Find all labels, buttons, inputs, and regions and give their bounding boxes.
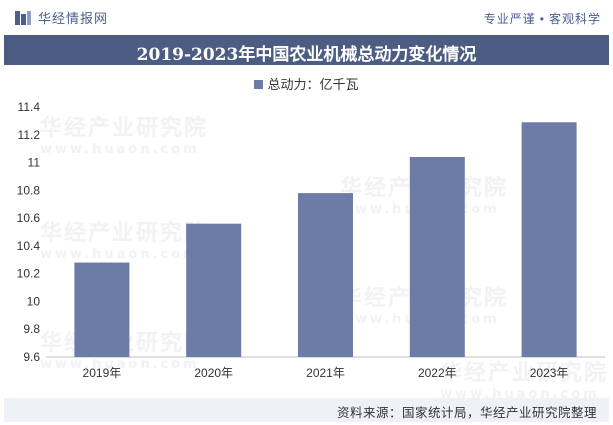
y-tick-label: 9.8 bbox=[23, 322, 40, 336]
y-tick-label: 10.4 bbox=[17, 239, 41, 253]
legend-swatch bbox=[254, 80, 264, 90]
y-tick-label: 11.4 bbox=[18, 100, 41, 114]
y-tick-label: 10.2 bbox=[17, 267, 41, 281]
x-tick-label: 2021年 bbox=[306, 366, 345, 380]
x-tick-label: 2020年 bbox=[194, 366, 233, 380]
y-tick-label: 11 bbox=[28, 156, 41, 170]
source-note: 资料来源：国家统计局，华经产业研究院整理 bbox=[336, 406, 597, 420]
bar-2022年 bbox=[409, 157, 465, 357]
slogan: 专业严谨 • 客观科学 bbox=[484, 10, 601, 27]
y-tick-label: 11.2 bbox=[18, 128, 41, 142]
bar-2020年 bbox=[186, 223, 242, 357]
y-tick-label: 10.8 bbox=[17, 183, 41, 197]
bar-2019年 bbox=[74, 262, 130, 357]
brand-name: 华经情报网 bbox=[38, 11, 109, 26]
footer: 资料来源：国家统计局，华经产业研究院整理 bbox=[4, 398, 609, 422]
x-tick-label: 2022年 bbox=[418, 366, 457, 380]
bar-2023年 bbox=[521, 122, 577, 358]
slogan-left: 专业严谨 bbox=[483, 12, 536, 26]
slogan-separator: • bbox=[539, 12, 545, 26]
bar-2021年 bbox=[298, 193, 353, 357]
bar-chart: 9.6 9.8 10 10.2 10.4 10.6 10.8 11 11.2 11.4 2019年 2… bbox=[17, 100, 605, 380]
chart-title: 2019-2023年中国农业机械总动力变化情况 bbox=[136, 45, 477, 65]
x-tick-label: 2019年 bbox=[83, 366, 122, 380]
y-tick-label: 9.6 bbox=[23, 350, 40, 364]
legend-label: 总动力：亿千瓦 bbox=[267, 77, 359, 92]
brand[interactable]: 华经情报网 bbox=[14, 8, 108, 27]
y-tick-label: 10.6 bbox=[17, 211, 41, 225]
top-bar: 华经情报网 专业严谨 • 客观科学 bbox=[0, 0, 613, 34]
chart-legend: 总动力：亿千瓦 bbox=[0, 74, 613, 93]
huajing-logo-icon bbox=[15, 10, 31, 25]
slogan-right: 客观科学 bbox=[548, 12, 601, 26]
title-bar: 2019-2023年中国农业机械总动力变化情况 bbox=[4, 35, 609, 65]
y-tick-label: 10 bbox=[27, 294, 41, 308]
x-tick-label: 2023年 bbox=[530, 366, 569, 380]
